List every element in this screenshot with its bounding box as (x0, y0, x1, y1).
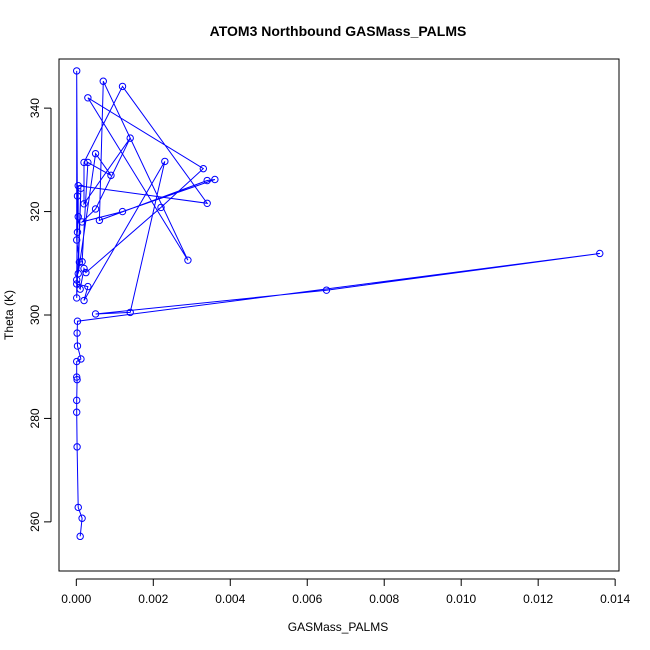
data-point (75, 258, 84, 266)
data-point (199, 164, 208, 173)
x-tick-label: 0.004 (215, 592, 245, 606)
x-tick-label: 0.014 (600, 592, 630, 606)
x-axis: 0.000 0.002 0.004 0.006 0.008 0.010 0.012 0.014 (61, 578, 630, 606)
data-point (73, 329, 81, 337)
y-axis-label: Theta (K) (2, 290, 16, 340)
data-point (84, 158, 92, 167)
y-tick-label: 340 (28, 98, 42, 118)
data-point (73, 67, 81, 75)
data-point (203, 199, 211, 207)
data-point (74, 503, 82, 512)
data-point (78, 258, 86, 266)
data-point (73, 228, 82, 236)
data-point (73, 317, 82, 325)
data-point (77, 184, 85, 192)
data-point (73, 373, 81, 381)
x-tick-label: 0.006 (292, 592, 322, 606)
data-point (211, 175, 219, 184)
data-point (73, 236, 81, 244)
x-tick-label: 0.000 (61, 592, 91, 606)
data-point (73, 408, 81, 416)
data-point (84, 94, 92, 102)
data-series (73, 67, 604, 541)
data-point (73, 192, 82, 200)
data-point (91, 205, 100, 213)
x-tick-label: 0.012 (523, 592, 553, 606)
data-point (82, 268, 90, 277)
data-point (80, 296, 88, 305)
data-point (95, 216, 104, 225)
y-axis: 260 280 300 320 340 (28, 98, 52, 532)
data-point (80, 264, 88, 273)
data-point (107, 171, 115, 180)
data-point (118, 207, 127, 216)
x-tick-label: 0.008 (369, 592, 399, 606)
data-point (184, 256, 192, 264)
data-point (91, 149, 100, 158)
data-point (73, 294, 81, 302)
data-point (203, 176, 211, 185)
data-point (118, 82, 127, 91)
data-point (91, 310, 100, 318)
plot-frame (58, 58, 620, 572)
data-point (126, 308, 134, 317)
data-point (322, 286, 331, 294)
data-point (80, 158, 88, 167)
data-point (161, 157, 169, 166)
series-line (75, 70, 600, 537)
data-point (80, 200, 88, 208)
data-point (74, 213, 82, 221)
y-tick-label: 320 (28, 201, 42, 221)
data-point (84, 282, 92, 291)
data-point (73, 280, 81, 288)
data-point (157, 203, 165, 212)
y-tick-label: 300 (28, 305, 42, 325)
x-tick-label: 0.002 (138, 592, 168, 606)
data-point (76, 532, 84, 541)
data-point (78, 218, 86, 226)
x-tick-label: 0.010 (446, 592, 476, 606)
data-point (77, 355, 85, 363)
data-point (73, 443, 81, 451)
data-point (126, 134, 134, 142)
data-point (73, 375, 81, 384)
data-point (73, 342, 82, 350)
data-point (99, 77, 107, 85)
y-tick-label: 260 (28, 512, 42, 532)
chart-title: ATOM3 Northbound GASMass_PALMS (210, 23, 467, 39)
data-point (596, 249, 604, 258)
data-point (73, 396, 81, 405)
data-point (73, 276, 81, 284)
y-tick-label: 280 (28, 408, 42, 428)
x-axis-label: GASMass_PALMS (288, 620, 388, 634)
data-point (78, 514, 86, 522)
data-point (76, 285, 84, 293)
